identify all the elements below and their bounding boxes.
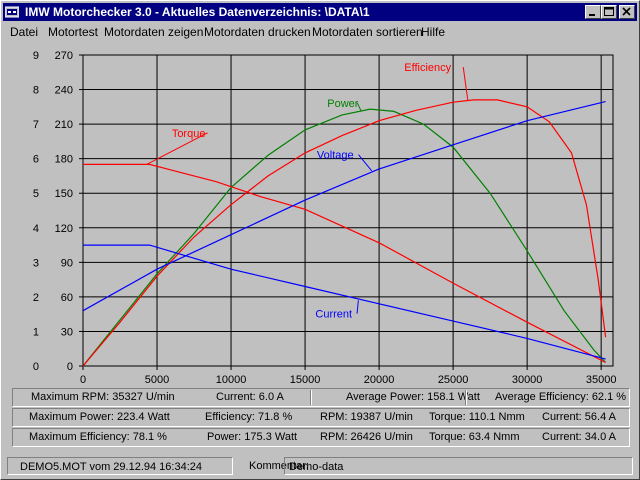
menu-datei[interactable]: Datei	[10, 25, 39, 39]
torque-series-line	[83, 163, 606, 364]
power-text: Power: 175.3 Watt	[207, 431, 298, 443]
efficiency-text: Efficiency: 71.8 %	[205, 411, 293, 423]
max-power-text: Maximum Power: 223.4 Watt	[29, 411, 170, 423]
menu-motortest[interactable]: Motortest	[48, 25, 99, 39]
x-tick-label: 30000	[512, 374, 543, 386]
stats-row-2: Maximum Power: 223.4 Watt Efficiency: 71…	[12, 408, 630, 427]
efficiency-curve-label: Efficiency	[404, 62, 451, 74]
x-tick-label: 25000	[438, 374, 469, 386]
power-label-leader	[356, 102, 362, 112]
menu-motordaten-zeigen[interactable]: Motordaten zeigen	[104, 25, 204, 39]
voltage-curve-label: Voltage	[317, 150, 354, 162]
comment-label: Kommentar:	[249, 460, 309, 472]
left-tick-label: 9	[33, 50, 39, 62]
menu-motordaten-sortieren[interactable]: Motordaten sortieren	[312, 25, 423, 39]
torque-label-leader	[146, 132, 208, 165]
divider	[310, 390, 312, 405]
left-tick-label: 1	[33, 326, 39, 338]
current-label-leader	[356, 300, 359, 314]
title-bar[interactable]: IMW Motorchecker 3.0 - Aktuelles Datenve…	[3, 3, 637, 21]
maximize-button[interactable]	[601, 5, 617, 19]
max-rpm-text: Maximum RPM: 35327 U/min	[31, 391, 175, 403]
rpm-text: RPM: 26426 U/min	[320, 431, 413, 443]
voltage-series-line	[82, 101, 606, 312]
power-series-line	[82, 108, 607, 367]
left-tick-label: 3	[33, 257, 39, 269]
menu-bar: Datei Motortest Motordaten zeigen Motord…	[3, 23, 637, 41]
close-button[interactable]	[619, 5, 635, 19]
voltage-label-leader	[358, 154, 373, 172]
current-curve-label: Current	[315, 309, 352, 321]
x-tick-label: 20000	[364, 374, 395, 386]
current-text: Current: 6.0 A	[216, 391, 284, 403]
minimize-icon	[589, 14, 595, 16]
right-tick-label: 90	[61, 257, 73, 269]
app-icon	[5, 6, 19, 18]
maximize-icon	[604, 7, 614, 16]
right-tick-label: 150	[55, 188, 73, 200]
left-tick-label: 2	[33, 292, 39, 304]
minimize-button[interactable]	[585, 5, 601, 19]
menu-motordaten-drucken[interactable]: Motordaten drucken	[204, 25, 311, 39]
x-tick-label: 0	[80, 374, 86, 386]
x-tick-label: 35000	[586, 374, 617, 386]
right-tick-label: 0	[67, 361, 73, 373]
close-icon	[622, 7, 631, 16]
right-tick-label: 60	[61, 292, 73, 304]
x-tick-label: 5000	[145, 374, 169, 386]
left-tick-label: 6	[33, 154, 39, 166]
rpm-text: RPM: 19387 U/min	[320, 411, 413, 423]
left-tick-label: 5	[33, 188, 39, 200]
right-tick-label: 120	[55, 223, 73, 235]
current-text: Current: 56.4 A	[542, 411, 616, 423]
torque-text: Torque: 110.1 Nmm	[429, 411, 525, 423]
avg-power-text: Average Power: 158.1 Watt	[346, 391, 480, 403]
efficiency-series-line	[82, 99, 607, 367]
right-tick-label: 30	[61, 326, 73, 338]
left-tick-label: 8	[33, 85, 39, 97]
status-bar: DEMO5.MOT vom 29.12.94 16:34:24 Kommenta…	[3, 455, 637, 477]
left-tick-label: 4	[33, 223, 39, 235]
menu-hilfe[interactable]: Hilfe	[421, 25, 446, 39]
stats-row-1: Maximum RPM: 35327 U/min Current: 6.0 A …	[12, 388, 630, 407]
right-tick-label: 240	[55, 85, 73, 97]
left-tick-label: 0	[33, 361, 39, 373]
efficiency-label-leader	[462, 67, 469, 102]
torque-curve-label: Torque	[172, 128, 206, 140]
statistics-panel: Maximum RPM: 35327 U/min Current: 6.0 A …	[12, 388, 630, 450]
torque-text: Torque: 63.4 Nmm	[429, 431, 520, 443]
right-tick-label: 180	[55, 154, 73, 166]
right-tick-label: 270	[55, 50, 73, 62]
current-series-line	[83, 244, 606, 360]
max-efficiency-text: Maximum Efficiency: 78.1 %	[29, 431, 167, 443]
window-title: IMW Motorchecker 3.0 - Aktuelles Datenve…	[25, 5, 370, 19]
left-tick-label: 7	[33, 119, 39, 131]
avg-efficiency-text: Average Efficiency: 62.1 %	[495, 391, 627, 403]
power-curve-label: Power	[327, 98, 359, 110]
comment-field: Demo-data	[284, 457, 633, 475]
divider	[465, 390, 467, 405]
x-tick-label: 10000	[216, 374, 247, 386]
stats-row-3: Maximum Efficiency: 78.1 % Power: 175.3 …	[12, 428, 630, 447]
x-tick-label: 15000	[290, 374, 321, 386]
right-tick-label: 210	[55, 119, 73, 131]
current-text: Current: 34.0 A	[542, 431, 616, 443]
chart-area: 0 1 2 3 4 5 6 7 8 9 0 30 60 90 120 150 180 210 240 270 0 5000…	[1, 41, 640, 387]
file-status: DEMO5.MOT vom 29.12.94 16:34:24	[7, 457, 233, 475]
